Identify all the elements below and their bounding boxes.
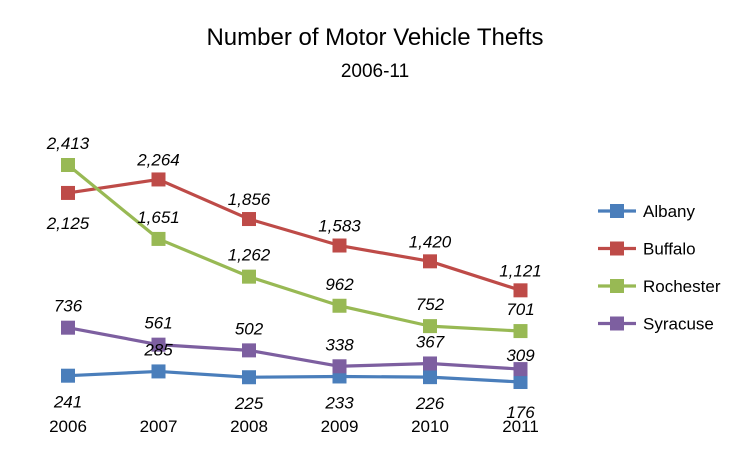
point-buffalo-2006 bbox=[61, 185, 75, 200]
point-rochester-2008 bbox=[242, 269, 256, 284]
point-buffalo-2011 bbox=[513, 283, 528, 298]
point-albany-2011 bbox=[513, 375, 528, 389]
series-buffalo bbox=[61, 172, 528, 298]
x-tick-label-2008: 2008 bbox=[230, 417, 268, 436]
data-label-syracuse-2011: 309 bbox=[506, 346, 535, 365]
data-label-syracuse-2007: 561 bbox=[144, 314, 172, 333]
x-tick-label-2006: 2006 bbox=[49, 417, 87, 436]
data-label-syracuse-2009: 338 bbox=[325, 335, 354, 354]
data-label-albany-2008: 225 bbox=[234, 394, 264, 413]
chart-subtitle: 2006-11 bbox=[341, 61, 409, 82]
data-label-albany-2011: 176 bbox=[506, 403, 535, 422]
point-syracuse-2006 bbox=[61, 320, 75, 335]
point-albany-2007 bbox=[151, 364, 166, 379]
x-tick-label-2007: 2007 bbox=[140, 417, 178, 436]
series-albany bbox=[61, 364, 528, 389]
point-albany-2010 bbox=[423, 370, 437, 385]
chart-title: Number of Motor Vehicle Thefts bbox=[206, 24, 543, 51]
data-label-rochester-2011: 701 bbox=[506, 300, 534, 319]
point-rochester-2011 bbox=[513, 324, 528, 339]
data-labels: 241 285 225 233 226 176 2,125 2,264 1,856 1,583 1,… bbox=[46, 134, 542, 422]
legend-label-albany: Albany bbox=[643, 202, 695, 221]
data-label-rochester-2008: 1,262 bbox=[228, 246, 271, 265]
series-layer bbox=[61, 158, 528, 389]
point-rochester-2010 bbox=[423, 319, 437, 334]
point-rochester-2007 bbox=[151, 231, 166, 246]
legend-label-rochester: Rochester bbox=[643, 277, 721, 296]
legend-label-syracuse: Syracuse bbox=[643, 315, 714, 334]
data-label-rochester-2006: 2,413 bbox=[46, 134, 90, 153]
data-label-rochester-2010: 752 bbox=[416, 295, 445, 314]
point-rochester-2006 bbox=[61, 158, 75, 172]
point-buffalo-2008 bbox=[242, 212, 256, 227]
legend: Albany Buffalo Rochester Syracuse bbox=[598, 202, 721, 334]
data-label-rochester-2007: 1,651 bbox=[137, 208, 180, 227]
data-label-buffalo-2011: 1,121 bbox=[499, 261, 542, 280]
data-label-rochester-2009: 962 bbox=[325, 275, 354, 294]
data-label-albany-2009: 233 bbox=[324, 393, 354, 412]
point-syracuse-2011 bbox=[513, 362, 528, 377]
legend-item-buffalo: Buffalo bbox=[598, 240, 696, 259]
series-syracuse bbox=[61, 320, 528, 377]
data-label-syracuse-2010: 367 bbox=[416, 332, 445, 351]
legend-swatch-marker-buffalo bbox=[610, 241, 624, 256]
data-label-buffalo-2009: 1,583 bbox=[318, 217, 361, 236]
data-label-buffalo-2010: 1,420 bbox=[409, 232, 452, 251]
legend-swatch-marker-albany bbox=[610, 204, 624, 218]
data-label-buffalo-2008: 1,856 bbox=[228, 190, 271, 209]
point-syracuse-2010 bbox=[423, 356, 437, 371]
legend-item-rochester: Rochester bbox=[598, 277, 721, 296]
series-rochester bbox=[61, 158, 528, 339]
x-axis-ticks: 2006 2007 2008 2009 2010 2011 bbox=[49, 417, 539, 436]
point-buffalo-2010 bbox=[423, 254, 437, 269]
data-label-buffalo-2007: 2,264 bbox=[136, 150, 180, 169]
x-tick-label-2009: 2009 bbox=[321, 417, 359, 436]
point-albany-2008 bbox=[242, 370, 256, 385]
data-label-albany-2010: 226 bbox=[415, 394, 445, 413]
data-label-syracuse-2008: 502 bbox=[235, 319, 264, 338]
legend-swatch-marker-syracuse bbox=[610, 316, 624, 331]
data-label-albany-2006: 241 bbox=[53, 393, 82, 412]
point-buffalo-2007 bbox=[151, 172, 166, 187]
data-label-buffalo-2006: 2,125 bbox=[46, 214, 90, 233]
point-rochester-2009 bbox=[332, 298, 347, 313]
point-syracuse-2008 bbox=[242, 343, 256, 358]
point-albany-2006 bbox=[61, 368, 75, 383]
legend-label-buffalo: Buffalo bbox=[643, 240, 696, 259]
point-syracuse-2007 bbox=[151, 337, 166, 352]
point-buffalo-2009 bbox=[332, 238, 347, 253]
legend-swatch-marker-rochester bbox=[610, 279, 624, 293]
series-line-buffalo bbox=[67, 177, 521, 292]
series-line-rochester bbox=[66, 163, 521, 333]
point-syracuse-2009 bbox=[332, 359, 347, 374]
data-label-albany-2007: 285 bbox=[143, 340, 173, 359]
x-tick-label-2010: 2010 bbox=[411, 417, 449, 436]
series-line-syracuse bbox=[67, 326, 521, 371]
data-label-syracuse-2006: 736 bbox=[54, 297, 83, 316]
x-tick-label-2011: 2011 bbox=[502, 417, 539, 436]
series-line-albany bbox=[67, 369, 521, 384]
legend-item-syracuse: Syracuse bbox=[598, 315, 714, 334]
legend-item-albany: Albany bbox=[598, 202, 695, 221]
